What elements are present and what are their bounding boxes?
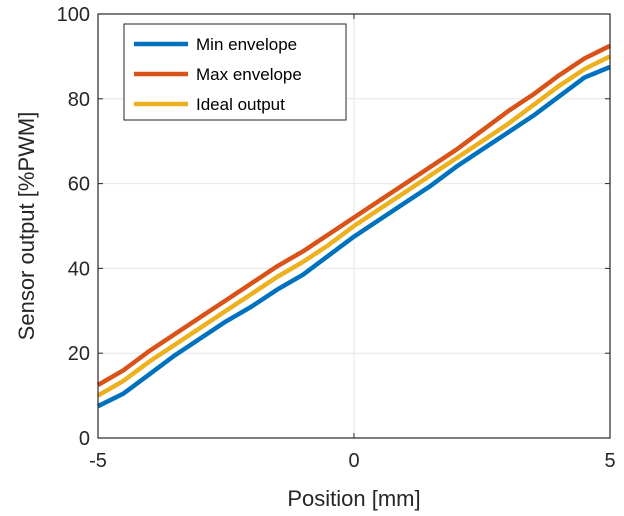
y-tick-label: 60 bbox=[68, 174, 90, 196]
x-tick-label: 5 bbox=[604, 450, 615, 472]
y-tick-label: 100 bbox=[57, 4, 90, 26]
legend-label-max-envelope: Max envelope bbox=[196, 65, 302, 84]
x-tick-label: 0 bbox=[348, 450, 359, 472]
y-axis-title: Sensor output [%PWM] bbox=[14, 112, 39, 341]
series-lines bbox=[96, 43, 612, 409]
series-line-ideal-output bbox=[96, 54, 612, 398]
y-tick-label: 40 bbox=[68, 258, 90, 280]
y-tick-label: 20 bbox=[68, 343, 90, 365]
ticks bbox=[97, 13, 611, 439]
y-tick-label: 0 bbox=[79, 428, 90, 450]
legend-label-ideal-output: Ideal output bbox=[196, 95, 285, 114]
legend: Min envelope Max envelope Ideal output bbox=[123, 23, 347, 121]
x-tick-label: -5 bbox=[89, 450, 107, 472]
series-line-max-envelope bbox=[96, 43, 612, 387]
legend-label-min-envelope: Min envelope bbox=[196, 35, 297, 54]
x-axis-title: Position [mm] bbox=[287, 486, 420, 511]
series-line-min-envelope bbox=[96, 64, 611, 409]
y-tick-label: 80 bbox=[68, 89, 90, 111]
